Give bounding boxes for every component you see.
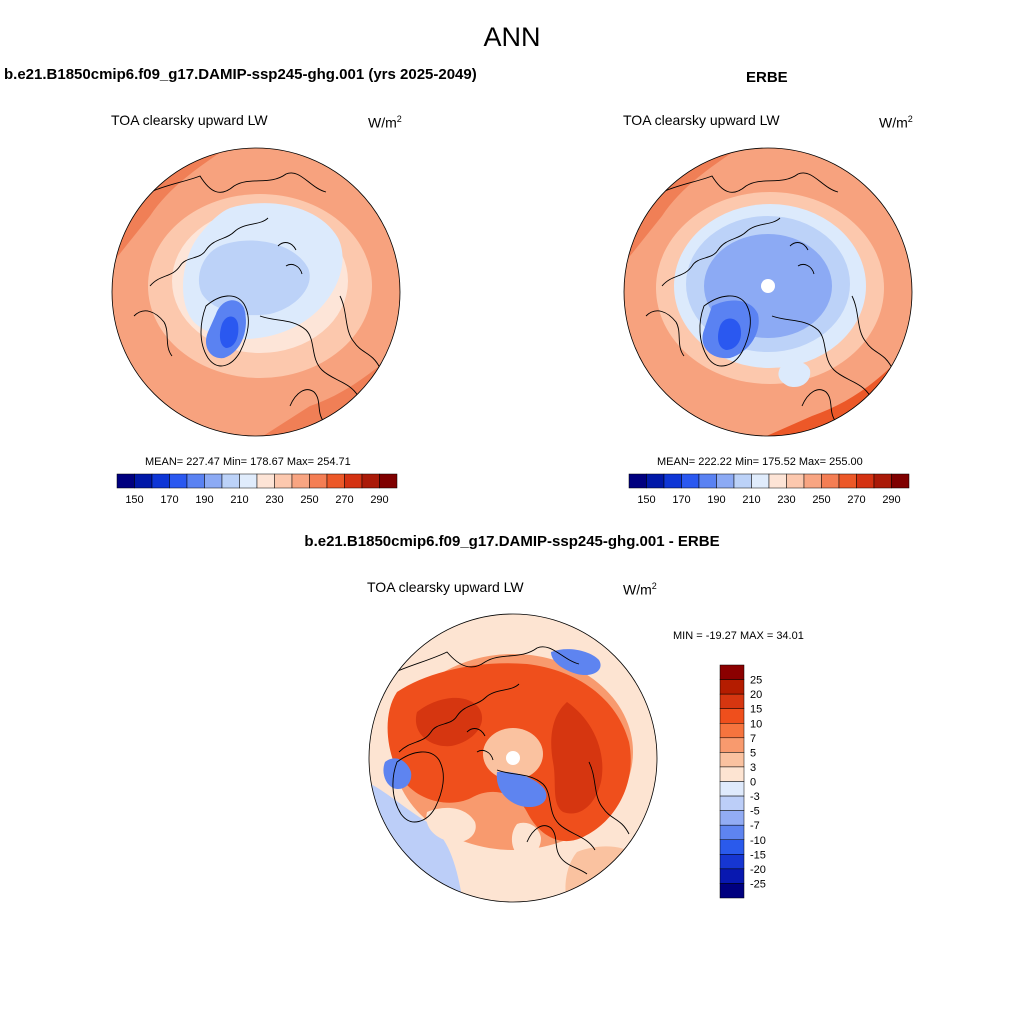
colorbar-swatch: [719, 708, 745, 724]
colorbar-tick-label: 3: [750, 762, 756, 774]
obs-panel-title: ERBE: [746, 69, 788, 86]
colorbar-swatch: [326, 473, 345, 489]
colorbar-swatch: [719, 693, 745, 709]
colorbar-tick-label: 230: [777, 494, 795, 506]
colorbar-tick-label: 25: [750, 675, 762, 687]
colorbar-swatch: [309, 473, 328, 489]
colorbar-swatch: [786, 473, 805, 489]
colorbar-swatch: [681, 473, 700, 489]
colorbar-tick-label: 210: [742, 494, 760, 506]
model-variable-label: TOA clearsky upward LW: [111, 112, 268, 128]
colorbar-swatch: [719, 679, 745, 695]
colorbar-swatch: [873, 473, 892, 489]
diff-panel-title: b.e21.B1850cmip6.f09_g17.DAMIP-ssp245-gh…: [304, 533, 720, 550]
colorbar-swatch: [891, 473, 910, 489]
colorbar-tick-label: 20: [750, 689, 762, 701]
colorbar-tick-label: 170: [672, 494, 690, 506]
model-stats: MEAN= 227.47 Min= 178.67 Max= 254.71: [145, 456, 351, 468]
colorbar-swatch: [256, 473, 275, 489]
colorbar-swatch: [116, 473, 135, 489]
model-colorbar: 150 170 190 210 230 250 270 290: [116, 473, 398, 506]
colorbar-tick-label: -3: [750, 791, 760, 803]
colorbar-swatch: [719, 752, 745, 768]
colorbar-swatch: [719, 839, 745, 855]
colorbar-swatch: [646, 473, 665, 489]
colorbar-tick-label: 0: [750, 777, 756, 789]
colorbar-swatch: [719, 781, 745, 797]
model-panel-title: b.e21.B1850cmip6.f09_g17.DAMIP-ssp245-gh…: [4, 66, 477, 83]
colorbar-swatch: [821, 473, 840, 489]
obs-colorbar: 150 170 190 210 230 250 270 290: [628, 473, 910, 506]
colorbar-swatch: [719, 883, 745, 899]
colorbar-swatch: [838, 473, 857, 489]
colorbar-tick-label: 290: [370, 494, 388, 506]
colorbar-swatch: [221, 473, 240, 489]
colorbar-swatch: [751, 473, 770, 489]
colorbar-tick-label: -20: [750, 864, 766, 876]
diff-stats: MIN = -19.27 MAX = 34.01: [673, 630, 804, 642]
colorbar-swatch: [291, 473, 310, 489]
colorbar-swatch: [663, 473, 682, 489]
colorbar-tick-label: 290: [882, 494, 900, 506]
obs-stats: MEAN= 222.22 Min= 175.52 Max= 255.00: [657, 456, 863, 468]
colorbar-swatch: [719, 664, 745, 680]
colorbar-tick-label: 270: [335, 494, 353, 506]
colorbar-swatch: [698, 473, 717, 489]
colorbar-swatch: [151, 473, 170, 489]
colorbar-tick-label: -7: [750, 820, 760, 832]
colorbar-swatch: [719, 824, 745, 840]
obs-variable-label: TOA clearsky upward LW: [623, 112, 780, 128]
colorbar-swatch: [719, 854, 745, 870]
colorbar-swatch: [344, 473, 363, 489]
colorbar-swatch: [719, 737, 745, 753]
model-units-label: W/m2: [368, 114, 402, 131]
colorbar-tick-label: 190: [195, 494, 213, 506]
colorbar-swatch: [719, 723, 745, 739]
colorbar-swatch: [169, 473, 188, 489]
colorbar-tick-label: 250: [812, 494, 830, 506]
diff-variable-label: TOA clearsky upward LW: [367, 579, 524, 595]
colorbar-tick-label: -10: [750, 835, 766, 847]
colorbar-swatch: [719, 868, 745, 884]
colorbar-swatch: [186, 473, 205, 489]
model-polar-map: [111, 147, 401, 437]
diff-colorbar: 25 20 15 10 7 5 3 0 -3 -5 -7 -10 -15 -20 -25: [719, 664, 766, 899]
colorbar-tick-label: -25: [750, 878, 766, 890]
colorbar-swatch: [134, 473, 153, 489]
colorbar-tick-label: 210: [230, 494, 248, 506]
colorbar-swatch: [239, 473, 258, 489]
diff-units-label: W/m2: [623, 581, 657, 598]
colorbar-tick-label: 230: [265, 494, 283, 506]
colorbar-tick-label: 150: [637, 494, 655, 506]
colorbar-swatch: [628, 473, 647, 489]
colorbar-swatch: [719, 810, 745, 826]
colorbar-tick-label: 7: [750, 733, 756, 745]
colorbar-swatch: [361, 473, 380, 489]
colorbar-tick-label: 15: [750, 704, 762, 716]
colorbar-swatch: [856, 473, 875, 489]
colorbar-swatch: [803, 473, 822, 489]
colorbar-swatch: [733, 473, 752, 489]
colorbar-swatch: [204, 473, 223, 489]
colorbar-tick-label: 190: [707, 494, 725, 506]
colorbar-tick-label: 250: [300, 494, 318, 506]
obs-polar-map: [623, 147, 913, 437]
colorbar-tick-label: -15: [750, 849, 766, 861]
colorbar-swatch: [768, 473, 787, 489]
colorbar-tick-label: 150: [125, 494, 143, 506]
colorbar-swatch: [719, 795, 745, 811]
colorbar-tick-label: 170: [160, 494, 178, 506]
colorbar-tick-label: -5: [750, 806, 760, 818]
figure-title: ANN: [483, 22, 541, 52]
colorbar-swatch: [379, 473, 398, 489]
obs-units-label: W/m2: [879, 114, 913, 131]
colorbar-tick-label: 5: [750, 747, 756, 759]
colorbar-swatch: [274, 473, 293, 489]
colorbar-tick-label: 270: [847, 494, 865, 506]
colorbar-swatch: [716, 473, 735, 489]
diff-polar-map: [368, 613, 658, 903]
colorbar-swatch: [719, 766, 745, 782]
colorbar-tick-label: 10: [750, 718, 762, 730]
